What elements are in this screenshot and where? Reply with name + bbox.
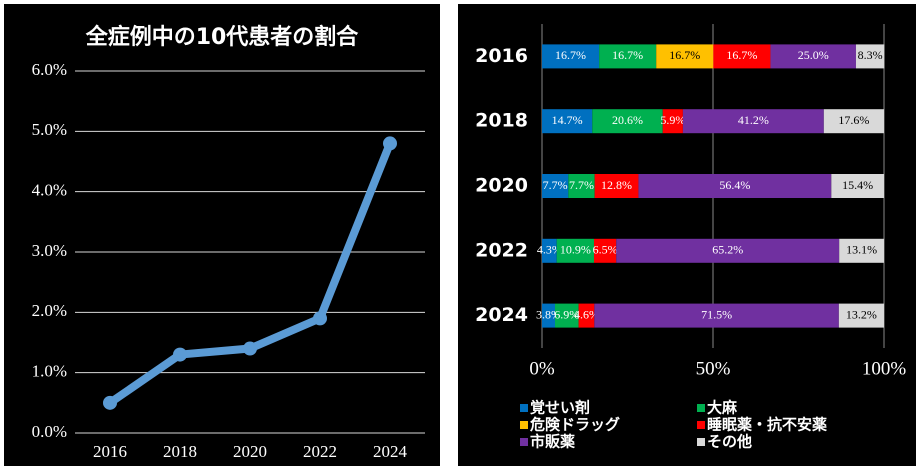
bar-segment: [855, 44, 885, 69]
y-tick-label: 0.0%: [32, 422, 67, 441]
left-panel: [4, 4, 440, 466]
data-label: 16.7%: [555, 48, 586, 62]
x-tick-label: 2022: [303, 442, 337, 461]
bar-segment: [556, 238, 594, 263]
x-tick-label: 2018: [163, 442, 197, 461]
legend-swatch: [697, 438, 705, 446]
data-label: 56.4%: [719, 178, 750, 192]
y-tick-label: 3.0%: [32, 241, 67, 260]
bar-segment: [542, 109, 593, 134]
data-label: 14.7%: [552, 113, 583, 127]
data-label: 4.3%: [537, 243, 562, 257]
data-label: 16.7%: [726, 48, 757, 62]
data-label: 13.2%: [846, 307, 877, 321]
bar-segment: [592, 109, 663, 134]
y-tick-label: 2020: [475, 175, 528, 197]
data-label: 4.6%: [574, 307, 599, 321]
data-label: 6.5%: [593, 243, 618, 257]
bar-segment: [839, 238, 884, 263]
legend-label: 危険ドラッグ: [530, 416, 620, 434]
data-label: 5.9%: [660, 113, 685, 127]
legend-swatch: [697, 421, 705, 429]
point: [313, 311, 327, 326]
bar-segment: [578, 303, 595, 328]
point: [243, 341, 257, 356]
y-tick-label: 4.0%: [32, 181, 67, 200]
data-label: 8.3%: [858, 48, 883, 62]
data-label: 13.1%: [846, 243, 877, 257]
bar-segment: [682, 109, 824, 134]
bar-segment: [599, 44, 657, 69]
data-label: 10.9%: [560, 243, 591, 257]
bar-segment: [568, 174, 595, 198]
data-label: 12.8%: [601, 178, 632, 192]
data-label: 17.6%: [838, 113, 869, 127]
bar-segment: [638, 174, 832, 198]
y-tick-label: 2016: [475, 45, 528, 67]
data-label: 16.7%: [669, 48, 700, 62]
data-label: 0.0%: [582, 152, 607, 166]
data-label: 16.7%: [612, 48, 643, 62]
x-tick-label: 50%: [696, 358, 731, 379]
y-tick-label: 2.0%: [32, 301, 67, 320]
data-label: 0.0%: [566, 281, 591, 295]
chart-title: 全症例中の10代患者の割合: [85, 24, 360, 50]
data-label: 3.8%: [536, 307, 561, 321]
legend-label: 覚せい剤: [530, 399, 590, 417]
bar-segment: [831, 174, 884, 198]
legend-label: 市販薬: [530, 433, 575, 451]
bar-segment: [542, 238, 557, 263]
bar-segment: [838, 303, 884, 328]
y-tick-label: 5.0%: [32, 120, 67, 139]
right-panel: [458, 4, 916, 466]
data-label: 6.9%: [554, 307, 579, 321]
x-tick-label: 2024: [373, 442, 408, 461]
data-label: 15.4%: [842, 178, 873, 192]
legend-swatch: [520, 438, 528, 446]
bar-segment: [770, 44, 856, 69]
bar-segment: [656, 44, 714, 69]
data-label: 71.5%: [701, 307, 732, 321]
x-tick-label: 2016: [93, 442, 127, 461]
data-label: 7.7%: [569, 178, 594, 192]
x-tick-label: 0%: [529, 358, 555, 379]
bar-segment: [542, 44, 600, 69]
bar-segment: [594, 303, 839, 328]
data-label: 7.7%: [543, 178, 568, 192]
data-label: 20.6%: [612, 113, 643, 127]
bar-segment: [593, 238, 617, 263]
y-tick-label: 6.0%: [32, 60, 67, 79]
x-tick-label: 2020: [233, 442, 267, 461]
bar-segment: [616, 238, 840, 263]
bar-segment: [823, 109, 884, 134]
y-tick-label: 2018: [475, 110, 528, 132]
legend-swatch: [697, 404, 705, 412]
legend-swatch: [520, 421, 528, 429]
legend-label: 睡眠薬・抗不安薬: [707, 416, 827, 434]
bar-segment: [594, 174, 639, 198]
bar-segment: [554, 303, 579, 328]
data-label: 25.0%: [798, 48, 829, 62]
point: [103, 395, 117, 410]
bar-segment: [542, 174, 569, 198]
data-label: 65.2%: [712, 243, 743, 257]
point: [173, 347, 187, 362]
bar-segment: [662, 109, 683, 134]
legend-label: 大麻: [707, 399, 738, 417]
bar-segment: [542, 303, 555, 328]
x-tick-label: 100%: [862, 358, 907, 379]
legend-label: その他: [707, 433, 752, 451]
point: [383, 136, 397, 151]
data-label: 0.0%: [650, 87, 675, 101]
legend-swatch: [520, 404, 528, 412]
y-tick-label: 2022: [475, 239, 528, 261]
data-label: 0.0%: [581, 217, 606, 231]
data-label: 41.2%: [738, 113, 769, 127]
bar-segment: [713, 44, 771, 69]
y-tick-label: 1.0%: [32, 362, 67, 381]
y-tick-label: 2024: [475, 304, 528, 326]
